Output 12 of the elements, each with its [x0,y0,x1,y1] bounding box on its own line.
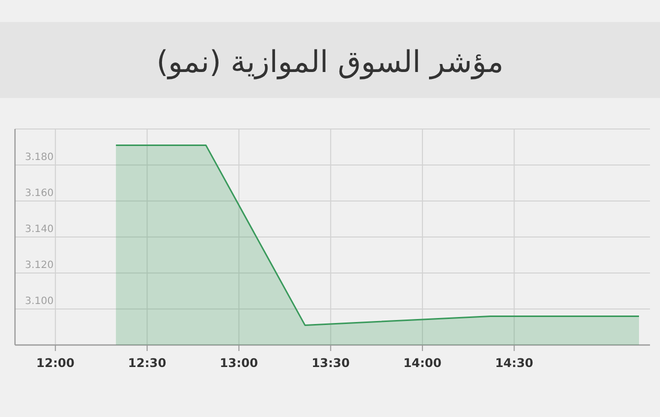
y-tick-label: 3.160 [25,188,54,199]
x-tick-label: 12:30 [128,356,166,370]
chart-title: مؤشر السوق الموازية (نمو) [156,45,504,80]
y-tick-label: 3.100 [25,296,54,307]
x-tick-label: 14:00 [403,356,442,370]
y-tick-label: 3.140 [25,224,54,235]
x-tick-label: 12:00 [36,356,74,370]
x-tick-label: 14:30 [495,356,534,370]
x-tick-label: 13:30 [312,356,350,370]
y-tick-label: 3.120 [25,260,54,271]
y-tick-label: 3.180 [25,152,54,163]
x-tick-label: 13:00 [220,356,258,370]
